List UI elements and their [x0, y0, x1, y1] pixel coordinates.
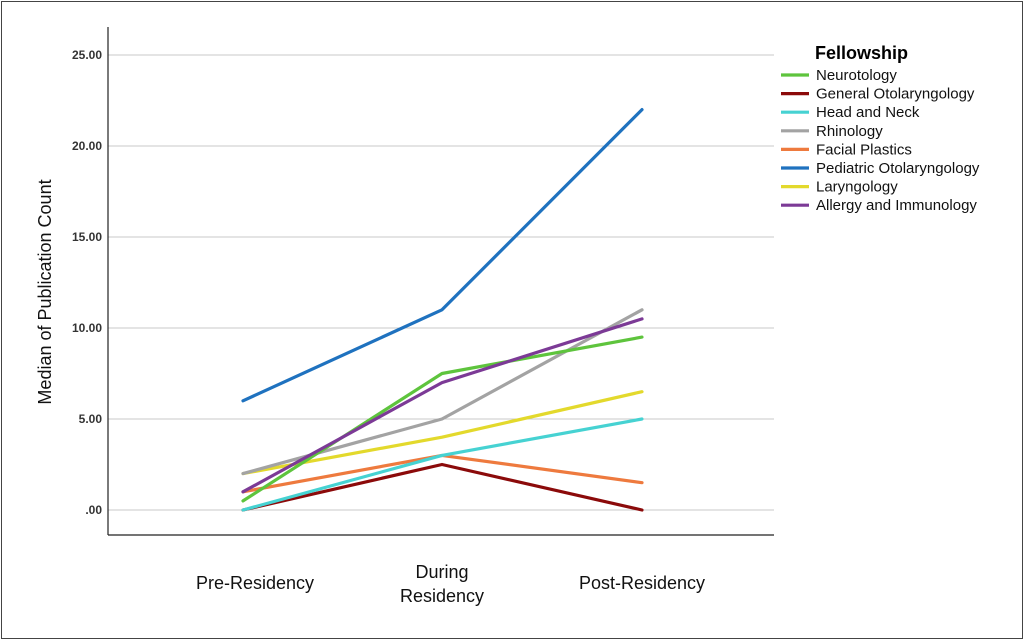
x-tick-label: Post-Residency [579, 573, 705, 593]
x-tick-label: During [415, 562, 468, 582]
y-tick-label: .00 [85, 503, 102, 517]
legend-entry: General Otolaryngology [816, 86, 975, 103]
x-tick-label: Pre-Residency [196, 573, 314, 593]
legend-entry: Rhinology [816, 123, 883, 140]
series-line-general-otolaryngology [241, 462, 644, 512]
y-axis-label: Median of Publication Count [35, 179, 55, 404]
legend-entry: Neurotology [816, 67, 897, 84]
legend-entry: Allergy and Immunology [816, 197, 977, 214]
legend-entry: Laryngology [816, 179, 898, 196]
legend-entry: Head and Neck [816, 104, 920, 121]
y-tick-label: 15.00 [72, 230, 102, 244]
legend-entry: Facial Plastics [816, 141, 912, 158]
series-line-head-and-neck [241, 417, 644, 512]
series-line-rhinology [241, 308, 644, 476]
y-tick-label: 20.00 [72, 139, 102, 153]
series-line-allergy-and-immunology [241, 317, 644, 494]
x-tick-label: Residency [400, 586, 484, 606]
series-line-laryngology [241, 390, 644, 476]
series-line-pediatric-otolaryngology [241, 107, 644, 403]
y-tick-label: 10.00 [72, 321, 102, 335]
legend-entry: Pediatric Otolaryngology [816, 160, 980, 177]
legend-title: Fellowship [815, 43, 908, 63]
series-line-neurotology [241, 335, 644, 503]
y-tick-label: 5.00 [79, 412, 103, 426]
y-tick-label: 25.00 [72, 48, 102, 62]
